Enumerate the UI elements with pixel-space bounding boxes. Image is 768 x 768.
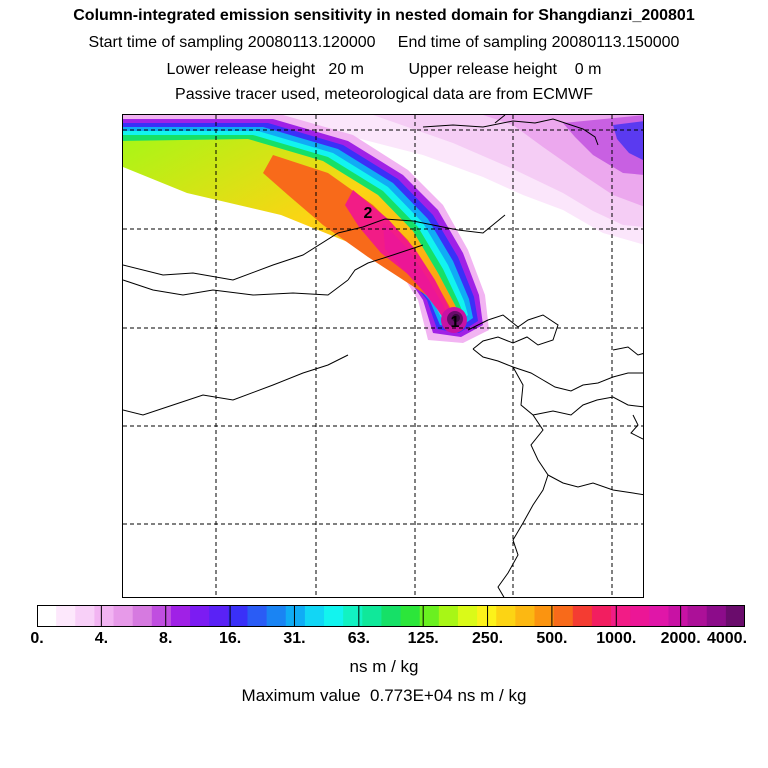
color-legend-swatch	[496, 605, 516, 627]
color-legend-tick-label: 0.	[30, 630, 44, 647]
color-legend-tick-label: 16.	[218, 630, 242, 647]
color-legend-swatch	[132, 605, 153, 627]
color-legend-swatch	[687, 605, 708, 627]
map-panel: 1 2	[122, 114, 644, 598]
color-legend-swatch	[266, 605, 287, 627]
color-legend-tick-label: 250.	[471, 630, 504, 647]
color-legend-swatch	[343, 605, 363, 627]
color-legend-swatch	[400, 605, 421, 627]
color-legend-swatch	[649, 605, 669, 627]
color-legend-swatch	[94, 605, 115, 627]
color-legend-swatch	[190, 605, 210, 627]
marker-1-label: 1	[451, 314, 460, 331]
color-legend-tick-label: 2000.	[660, 630, 701, 647]
color-legend-swatch	[209, 605, 229, 627]
marker-2-label: 2	[364, 205, 373, 222]
color-legend-swatch	[285, 605, 306, 627]
release-height-line: Lower release height 20 m Upper release …	[166, 61, 602, 78]
graticule	[123, 115, 643, 597]
color-legend-swatch	[725, 605, 746, 627]
color-legend-swatch	[381, 605, 402, 627]
color-legend-tick-label: 4000.	[706, 630, 748, 647]
color-legend-border	[37, 605, 745, 627]
color-legend-swatch	[113, 605, 134, 627]
color-legend-tick-label: 8.	[159, 630, 173, 647]
color-legend-swatch	[457, 605, 478, 627]
color-legend-svg	[36, 605, 746, 627]
color-legend-swatch	[419, 605, 440, 627]
color-legend-swatch	[228, 605, 248, 627]
color-legend-swatch	[362, 605, 382, 627]
color-legend-swatch	[56, 605, 76, 627]
color-legend-swatch	[438, 605, 459, 627]
color-legend-swatch	[170, 605, 191, 627]
color-legend-swatch	[515, 605, 536, 627]
color-legend-swatch	[477, 605, 497, 627]
upper-right-haze	[273, 115, 643, 245]
color-legend-swatch	[591, 605, 612, 627]
color-legend-swatch	[553, 605, 574, 627]
color-legend-bar	[36, 605, 746, 627]
color-legend-swatch	[706, 605, 727, 627]
color-legend-tick-label: 31.	[283, 630, 306, 647]
color-legend-tick-label: 125.	[407, 630, 439, 647]
color-legend-swatch	[668, 605, 689, 627]
color-legend-swatch	[304, 605, 325, 627]
map-plot: 1 2	[123, 115, 643, 597]
color-legend-tick-label: 63.	[347, 630, 370, 647]
color-legend-swatch	[630, 605, 650, 627]
maximum-value-text: Maximum value 0.773E+04 ns m / kg	[241, 686, 527, 705]
color-legend-tick-label: 1000.	[596, 630, 637, 647]
receptor-core	[441, 307, 467, 333]
color-legend-swatch	[75, 605, 95, 627]
color-legend-swatch	[324, 605, 344, 627]
plot-title: Column-integrated emission sensitivity i…	[73, 7, 695, 24]
sampling-time-line: Start time of sampling 20080113.120000 E…	[88, 34, 680, 51]
color-legend-swatch	[572, 605, 593, 627]
tracer-info-line: Passive tracer used, meteorological data…	[175, 86, 593, 103]
color-legend-swatch	[247, 605, 268, 627]
color-legend-tick-label: 500.	[536, 630, 568, 647]
color-legend-tick-label: 4.	[94, 630, 109, 647]
color-legend-swatch	[611, 605, 631, 627]
color-legend-swatch	[151, 605, 172, 627]
color-legend-swatch	[37, 605, 57, 627]
color-legend-swatch	[534, 605, 555, 627]
legend-units: ns m / kg	[349, 657, 419, 676]
